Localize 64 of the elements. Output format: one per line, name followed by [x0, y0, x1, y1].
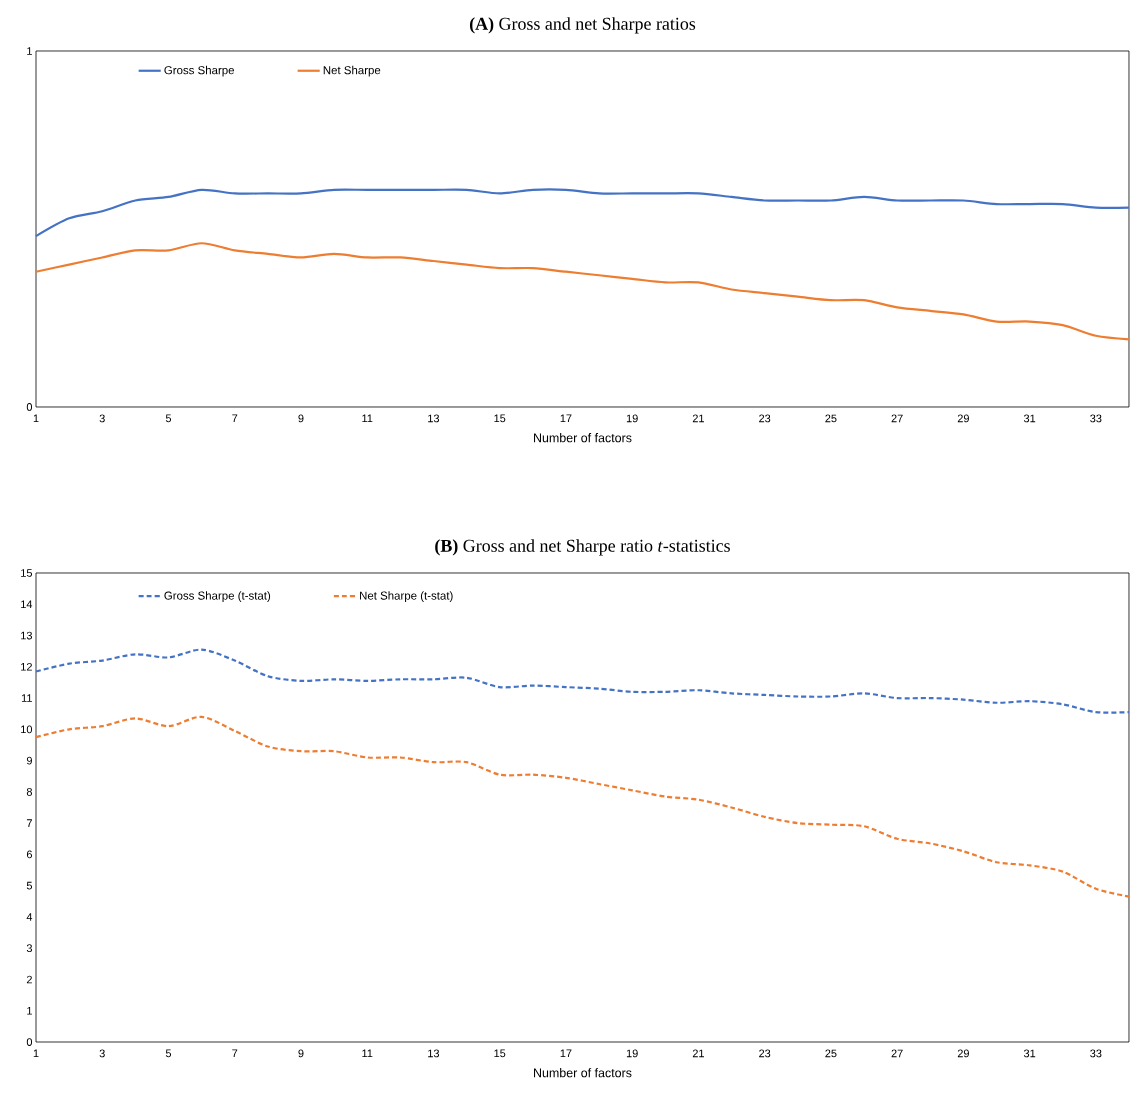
- legend-label: Net Sharpe: [323, 65, 381, 77]
- x-tick-label: 1: [33, 414, 39, 423]
- x-tick-label: 19: [626, 414, 638, 423]
- x-tick-label: 15: [494, 414, 506, 423]
- x-tick-label: 23: [759, 414, 771, 423]
- x-tick-label: 21: [692, 414, 704, 423]
- x-tick-label: 9: [298, 414, 304, 423]
- y-tick-label: 9: [26, 756, 32, 765]
- x-tick-label: 29: [957, 414, 969, 423]
- line-series: [34, 188, 1131, 238]
- x-tick-label: 13: [428, 414, 440, 423]
- x-tick-label: 25: [825, 414, 837, 423]
- x-tick-label: 1: [33, 1049, 39, 1058]
- y-tick-label: 10: [21, 725, 33, 734]
- line-series: [34, 648, 1131, 714]
- y-tick-label: 4: [26, 913, 33, 921]
- y-tick-label: 3: [26, 944, 32, 953]
- y-tick-label: 1: [27, 47, 32, 55]
- x-tick-label: 33: [1090, 414, 1102, 423]
- x-tick-label: 11: [362, 1049, 373, 1058]
- y-tick-label: 0: [26, 1038, 33, 1046]
- x-tick-label: 15: [494, 1049, 506, 1058]
- x-tick-label: 13: [428, 1049, 440, 1058]
- x-tick-label: 21: [692, 1049, 704, 1058]
- legend-label: Gross Sharpe (t-stat): [164, 591, 271, 602]
- y-tick-label: 7: [26, 819, 32, 827]
- line-series: [34, 242, 1131, 341]
- y-tick-label: 15: [21, 569, 33, 577]
- y-tick-label: 6: [26, 850, 32, 859]
- y-tick-label: 8: [26, 788, 32, 796]
- x-tick-label: 23: [759, 1049, 771, 1058]
- x-tick-label: 5: [165, 414, 172, 423]
- y-tick-label: 11: [21, 694, 32, 702]
- x-tick-label: 31: [1023, 1049, 1036, 1058]
- y-tick-label: 2: [26, 975, 32, 984]
- y-tick-label: 14: [21, 600, 33, 609]
- x-tick-label: 27: [891, 414, 903, 423]
- x-tick-label: 7: [232, 1049, 238, 1058]
- x-tick-label: 9: [298, 1049, 304, 1058]
- line-series: [34, 715, 1131, 898]
- y-tick-label: 13: [21, 631, 32, 640]
- x-axis-title: Number of factors: [534, 433, 632, 443]
- x-tick-label: 5: [165, 1049, 172, 1058]
- y-tick-label: 12: [21, 662, 32, 671]
- x-tick-label: 25: [825, 1049, 837, 1058]
- legend-label: Net Sharpe (t-stat): [360, 591, 453, 602]
- x-tick-label: 31: [1023, 414, 1036, 423]
- y-tick-label: 1: [27, 1006, 32, 1015]
- x-tick-label: 29: [957, 1049, 969, 1058]
- y-tick-label: 0: [26, 403, 33, 411]
- x-axis-title: Number of factors: [534, 1068, 632, 1078]
- x-tick-label: 11: [362, 414, 373, 423]
- legend-label: Gross Sharpe: [164, 65, 234, 77]
- chart-title: (A) Gross and net Sharpe ratios: [469, 17, 696, 34]
- x-tick-label: 33: [1090, 1049, 1102, 1058]
- x-tick-label: 19: [626, 1049, 638, 1058]
- x-tick-label: 3: [99, 414, 105, 423]
- y-tick-label: 5: [26, 881, 33, 890]
- chart-title: (B) Gross and net Sharpe ratio t-statistics: [435, 539, 730, 556]
- x-tick-label: 17: [560, 414, 572, 423]
- x-tick-label: 17: [560, 1049, 572, 1058]
- x-tick-label: 27: [891, 1049, 903, 1058]
- x-tick-label: 7: [232, 414, 238, 423]
- x-tick-label: 3: [99, 1049, 105, 1058]
